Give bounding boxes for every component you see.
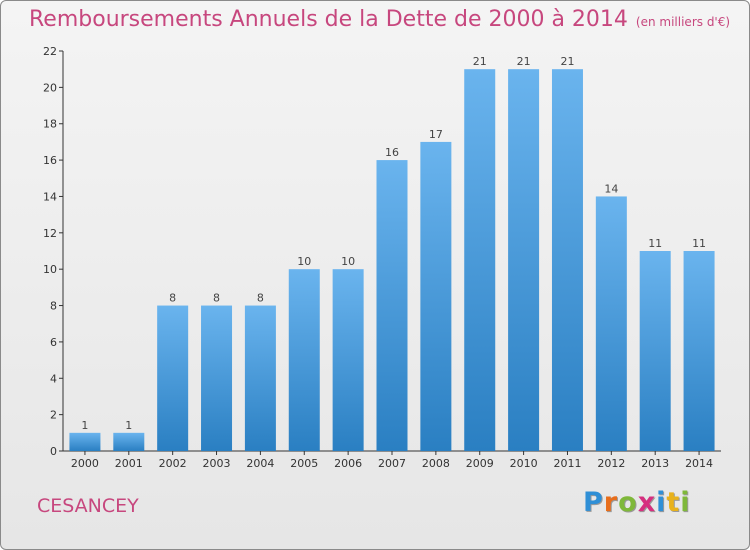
data-label: 10 [297, 255, 311, 268]
x-tick-label: 2009 [466, 457, 494, 470]
x-tick-label: 2002 [159, 457, 187, 470]
x-tick-label: 2013 [641, 457, 669, 470]
data-label: 1 [125, 419, 132, 432]
x-tick-label: 2005 [290, 457, 318, 470]
x-tick-label: 2000 [71, 457, 99, 470]
y-tick-label: 22 [43, 45, 57, 58]
data-label: 8 [213, 292, 220, 305]
bar [508, 69, 540, 451]
chart-title-text: Remboursements Annuels de la Dette de 20… [29, 7, 628, 32]
x-tick-label: 2012 [597, 457, 625, 470]
logo-letter: P [583, 487, 604, 518]
data-label: 17 [429, 128, 443, 141]
data-label: 21 [560, 55, 574, 68]
data-label: 21 [473, 55, 487, 68]
logo-letter: t [666, 487, 681, 518]
x-tick-label: 2001 [115, 457, 143, 470]
data-label: 8 [169, 292, 176, 305]
logo-letter: x [637, 487, 657, 518]
x-tick-label: 2007 [378, 457, 406, 470]
x-tick-label: 2003 [203, 457, 231, 470]
y-tick-label: 6 [50, 336, 57, 349]
data-label: 11 [648, 237, 662, 250]
data-label: 16 [385, 146, 399, 159]
logo-letter: r [603, 487, 619, 518]
bar [376, 160, 408, 451]
y-tick-label: 14 [43, 190, 57, 203]
data-label: 21 [517, 55, 531, 68]
x-tick-label: 2011 [553, 457, 581, 470]
y-tick-label: 12 [43, 227, 57, 240]
chart-unit: (en milliers d'€) [635, 15, 731, 29]
x-tick-label: 2008 [422, 457, 450, 470]
proxiti-logo[interactable]: Proxiti [583, 487, 691, 518]
y-tick-label: 2 [50, 409, 57, 422]
bar [332, 269, 364, 451]
bar [157, 305, 189, 451]
x-tick-label: 2014 [685, 457, 713, 470]
data-label: 8 [257, 292, 264, 305]
x-tick-label: 2010 [510, 457, 538, 470]
y-tick-label: 16 [43, 154, 57, 167]
bar [113, 432, 145, 451]
y-tick-label: 8 [50, 300, 57, 313]
x-tick-label: 2006 [334, 457, 362, 470]
y-tick-label: 10 [43, 263, 57, 276]
data-label: 11 [692, 237, 706, 250]
bar [595, 196, 627, 451]
bar [639, 251, 671, 451]
data-label: 14 [604, 182, 618, 195]
y-tick-label: 18 [43, 118, 57, 131]
bar [288, 269, 320, 451]
commune-name: CESANCEY [37, 495, 139, 517]
bar [420, 141, 452, 451]
data-label: 1 [81, 419, 88, 432]
data-label: 10 [341, 255, 355, 268]
bar [551, 69, 583, 451]
y-tick-label: 20 [43, 81, 57, 94]
bar [69, 432, 101, 451]
chart-title: Remboursements Annuels de la Dette de 20… [29, 7, 730, 32]
logo-letter: i [656, 487, 667, 518]
x-tick-label: 2004 [246, 457, 274, 470]
bar [683, 251, 715, 451]
bar [201, 305, 233, 451]
y-tick-label: 4 [50, 372, 57, 385]
logo-letter: i [680, 487, 691, 518]
bar [244, 305, 276, 451]
logo-letter: o [618, 487, 638, 518]
bar [464, 69, 496, 451]
y-tick-label: 0 [50, 445, 57, 458]
